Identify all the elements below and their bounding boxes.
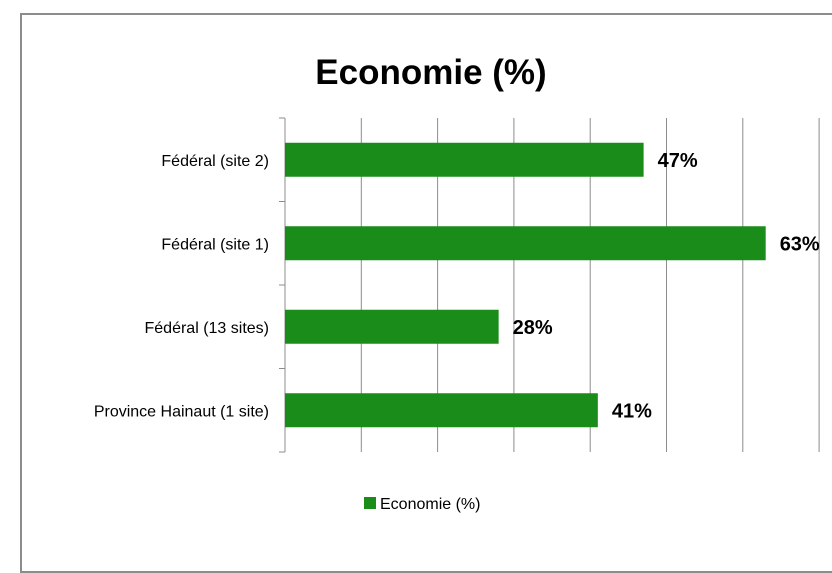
category-labels: Fédéral (site 2) Fédéral (site 1) Fédéral … [94, 153, 269, 421]
bar [285, 226, 766, 261]
bar-chart: Economie (%) Fédéral (site 2)Fédéral (si… [94, 53, 820, 513]
legend: Economie (%) [364, 496, 480, 513]
category-label: Fédéral (13 sites) [145, 320, 270, 337]
data-labels: 47% 63% 28% 41% [513, 150, 820, 423]
data-label: 63% [780, 233, 820, 255]
data-label: 47% [658, 150, 698, 172]
bar [285, 309, 499, 344]
bars [285, 142, 766, 428]
data-label: 28% [513, 317, 553, 339]
category-label: Province Hainaut (1 site) [94, 403, 269, 420]
bar [285, 393, 598, 428]
category-label: Fédéral (site 2) [161, 153, 269, 170]
bar [285, 142, 644, 177]
legend-label: Economie (%) [380, 496, 480, 513]
category-axis [279, 117, 286, 453]
data-label: 41% [612, 400, 652, 422]
chart-frame [20, 13, 832, 573]
legend-swatch [364, 497, 376, 509]
category-label: Fédéral (site 1) [161, 236, 269, 253]
chart-title: Economie (%) [315, 53, 546, 92]
